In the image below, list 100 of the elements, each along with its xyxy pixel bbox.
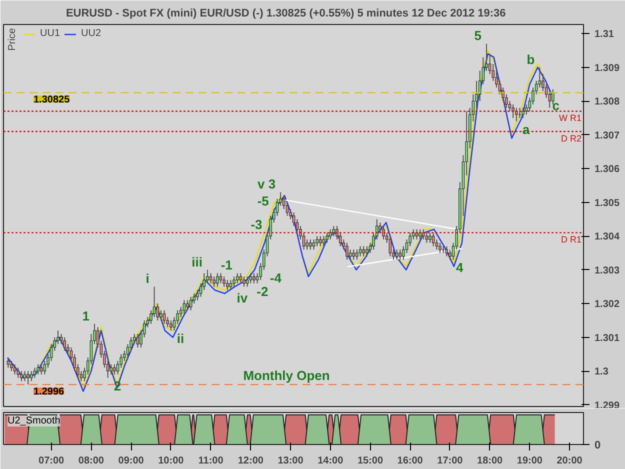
- y-tick-label: 1.31: [594, 29, 614, 40]
- candlestick: [395, 249, 398, 260]
- candlestick: [229, 279, 232, 291]
- legend-label: UU2: [81, 28, 102, 39]
- candlestick: [448, 249, 452, 260]
- candlestick: [552, 88, 554, 105]
- candlestick: [16, 367, 20, 378]
- candlestick: [232, 276, 236, 288]
- candlestick: [252, 272, 256, 284]
- ref-line-label: D R1: [560, 234, 582, 245]
- candlestick: [162, 310, 166, 324]
- annotation: Monthly Open: [243, 368, 330, 384]
- annotation: 4: [456, 260, 464, 276]
- candlestick: [328, 228, 332, 240]
- annotation: i: [146, 271, 150, 286]
- x-tick-label: 10:00: [158, 456, 184, 466]
- candlestick: [445, 246, 448, 257]
- candlestick: [306, 238, 309, 250]
- annotation: -4: [270, 270, 282, 286]
- candlestick: [346, 242, 348, 260]
- candlestick: [10, 360, 13, 372]
- candlestick: [432, 232, 435, 247]
- candlestick: [13, 364, 16, 375]
- annotation: -1: [220, 258, 232, 273]
- annotation: -2: [256, 284, 268, 299]
- candlestick: [113, 364, 116, 375]
- y-tick-label: 1.299: [594, 400, 620, 412]
- ref-line-label: D R2: [560, 133, 582, 144]
- annotation: a: [522, 122, 530, 137]
- annotation: iv: [236, 290, 248, 306]
- candlestick: [33, 367, 36, 378]
- x-tick-label: 15:00: [357, 456, 384, 466]
- legend-title: Price: [7, 28, 18, 51]
- candlestick: [170, 320, 172, 332]
- candlestick: [382, 225, 385, 240]
- candlestick: [189, 296, 192, 311]
- candlestick: [226, 279, 229, 291]
- candlestick: [236, 272, 239, 284]
- candlestick: [160, 310, 162, 321]
- candlestick: [358, 246, 362, 257]
- candlestick: [40, 364, 43, 375]
- annotation: ii: [176, 331, 184, 346]
- annotation: iii: [192, 254, 202, 270]
- text: 0: [594, 440, 601, 452]
- candlestick: [362, 246, 365, 257]
- candlestick: [30, 370, 33, 382]
- candlestick: [20, 370, 23, 382]
- candlestick: [422, 228, 425, 240]
- y-tick-label: 1.303: [594, 265, 620, 276]
- x-tick-label: 19:00: [516, 456, 543, 466]
- annotation: 5: [474, 28, 482, 44]
- candlestick: [522, 107, 524, 118]
- x-tick-label: 20:00: [556, 456, 583, 466]
- candlestick: [312, 238, 316, 250]
- x-tick-label: 16:00: [397, 456, 424, 466]
- y-tick-label: 1.301: [594, 332, 620, 344]
- x-tick-label: 09:00: [118, 456, 144, 466]
- candlestick: [209, 272, 212, 284]
- annotation: -3: [250, 217, 262, 232]
- legend-label: UU1: [40, 28, 60, 39]
- candlestick: [23, 370, 26, 382]
- candlestick: [348, 249, 352, 260]
- annotation: -5: [257, 194, 269, 209]
- candlestick: [239, 272, 242, 284]
- candlestick: [26, 370, 30, 386]
- candlestick: [398, 249, 402, 260]
- x-tick-label: 07:00: [38, 456, 65, 466]
- chart-title: EURUSD - Spot FX (mini) EUR/USD (-) 1.30825 (+0.55%) 5 minutes 12 Dec 2012 19:36: [66, 8, 506, 20]
- candlestick: [366, 246, 368, 257]
- candlestick: [136, 333, 140, 348]
- x-tick-label: 14:00: [318, 456, 344, 466]
- x-tick-label: 08:00: [78, 456, 104, 466]
- candlestick: [110, 364, 113, 375]
- y-tick-label: 1.302: [594, 299, 620, 310]
- candlestick: [186, 300, 189, 311]
- candlestick: [438, 242, 442, 254]
- candlestick: [418, 228, 422, 240]
- candlestick: [425, 232, 428, 244]
- y-tick-label: 1.309: [594, 62, 620, 74]
- candlestick: [219, 272, 222, 284]
- candlestick: [242, 276, 246, 288]
- candlestick: [63, 336, 66, 352]
- candlestick: [246, 276, 249, 288]
- y-tick-label: 1.306: [594, 164, 620, 176]
- y-tick-label: 1.304: [594, 232, 620, 243]
- x-tick-label: 12:00: [238, 456, 264, 466]
- annotation: 1: [82, 308, 90, 324]
- candlestick: [428, 232, 432, 244]
- candlestick: [36, 364, 40, 375]
- candlestick: [326, 232, 328, 244]
- candlestick: [249, 272, 252, 284]
- candlestick: [356, 249, 358, 260]
- x-tick-label: 17:00: [437, 456, 464, 466]
- candlestick: [212, 276, 216, 288]
- x-tick-label: 18:00: [477, 456, 504, 466]
- y-tick-label: 1.3: [594, 366, 609, 378]
- y-tick-label: 1.305: [594, 198, 620, 209]
- candlestick: [319, 236, 322, 247]
- candlestick: [322, 236, 326, 247]
- annotation: v 3: [257, 176, 276, 192]
